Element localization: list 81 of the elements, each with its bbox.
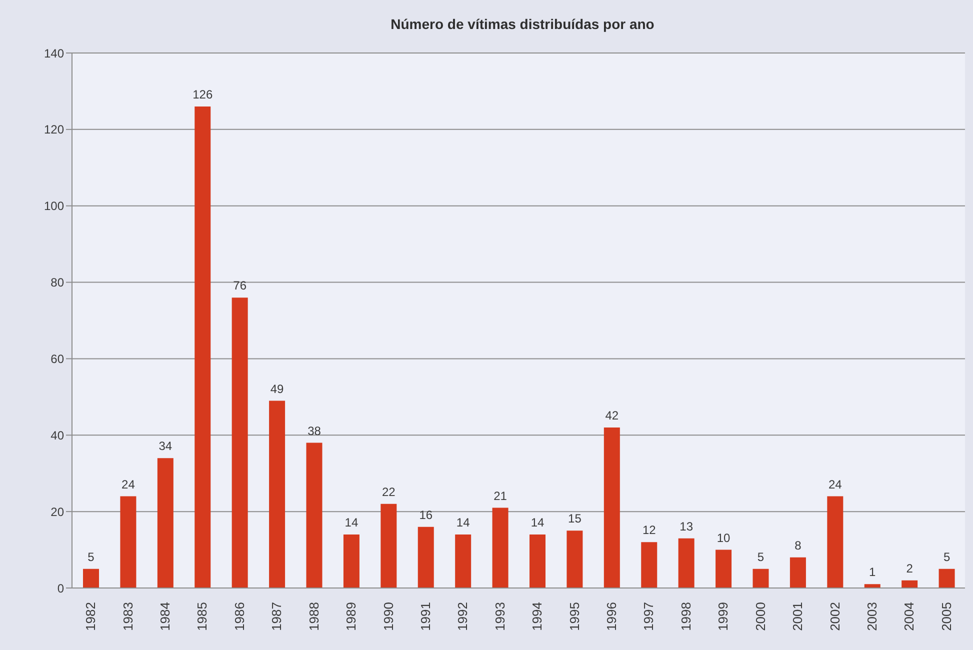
data-label: 5 (757, 550, 764, 564)
data-label: 8 (794, 538, 802, 552)
data-label: 38 (308, 424, 322, 438)
data-label: 13 (680, 519, 694, 534)
x-tick-label: 1987 (269, 602, 284, 631)
data-label: 5 (88, 550, 95, 564)
x-tick-label: 2001 (790, 602, 806, 631)
bar (157, 458, 174, 588)
y-tick-label: 20 (50, 504, 64, 519)
bar (790, 557, 806, 588)
bar (604, 428, 620, 588)
bar (492, 508, 508, 588)
x-tick-label: 1984 (158, 602, 173, 631)
bar (455, 534, 472, 588)
data-label: 14 (344, 516, 358, 530)
data-label: 14 (456, 516, 470, 530)
x-tick-label: 1991 (418, 602, 433, 631)
bar (380, 504, 397, 588)
y-tick-label: 40 (50, 428, 64, 442)
data-label: 2 (906, 561, 914, 576)
data-label: 14 (530, 516, 544, 530)
bar (530, 534, 546, 588)
x-tick-label: 1986 (232, 602, 247, 631)
bar (641, 542, 658, 588)
x-tick-label: 2004 (902, 602, 917, 631)
data-label: 16 (419, 508, 433, 522)
x-tick-label: 2003 (864, 602, 880, 631)
bar (343, 534, 360, 588)
y-tick-label: 140 (44, 46, 64, 60)
y-tick-label: 60 (50, 352, 64, 366)
bar (83, 568, 99, 588)
x-tick-label: 1993 (492, 602, 508, 631)
data-label: 5 (943, 550, 950, 564)
x-tick-label: 1994 (530, 602, 545, 631)
data-label: 22 (382, 484, 396, 499)
x-tick-label: 1982 (83, 602, 98, 631)
bar (678, 538, 694, 588)
bar (864, 584, 880, 588)
x-tick-label: 1985 (194, 602, 210, 631)
data-label: 42 (605, 408, 619, 422)
x-tick-label: 2002 (827, 602, 842, 631)
x-tick-label: 1989 (344, 602, 359, 631)
x-tick-label: 1983 (120, 602, 136, 631)
bar (752, 568, 769, 588)
chart-title: Número de vítimas distribuídas por ano (390, 16, 656, 32)
x-tick-label: 1988 (306, 602, 322, 631)
x-tick-label: 1990 (380, 602, 396, 631)
x-tick-label: 1996 (604, 602, 620, 631)
x-tick-label: 1995 (566, 602, 582, 631)
bar (306, 442, 322, 588)
data-label: 126 (192, 88, 213, 102)
x-tick-label: 1999 (716, 602, 731, 631)
x-tick-label: 1992 (455, 602, 470, 631)
data-label: 10 (716, 530, 731, 545)
x-tick-label: 2005 (938, 602, 954, 631)
data-label: 24 (122, 477, 136, 492)
y-tick-label: 0 (57, 581, 64, 596)
bar (232, 298, 248, 588)
bar (269, 400, 286, 588)
bar (566, 530, 583, 588)
y-tick-label: 120 (44, 122, 64, 137)
data-label: 12 (642, 523, 656, 538)
data-label: 34 (158, 439, 172, 454)
bar (194, 106, 211, 588)
bar (827, 496, 844, 588)
data-label: 21 (494, 488, 508, 503)
y-tick-label: 100 (44, 199, 64, 214)
x-tick-label: 2000 (752, 602, 768, 631)
data-label: 15 (568, 512, 582, 526)
data-label: 76 (233, 278, 247, 293)
x-tick-label: 1997 (641, 602, 656, 631)
bar (716, 550, 732, 588)
data-label: 24 (828, 477, 842, 492)
data-label: 1 (869, 565, 876, 580)
bar (120, 496, 136, 588)
y-tick-label: 80 (50, 276, 64, 290)
bar (938, 568, 955, 588)
x-tick-label: 1998 (678, 602, 694, 631)
data-label: 49 (270, 382, 284, 396)
bar (418, 526, 434, 588)
bar (902, 580, 918, 588)
